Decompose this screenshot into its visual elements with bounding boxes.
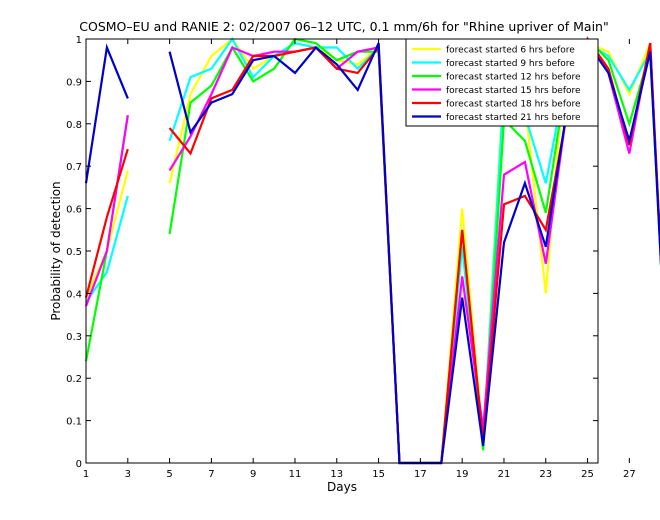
x-tick-label: 25	[581, 469, 594, 480]
legend-label: forecast started 21 hrs before	[446, 113, 581, 123]
x-tick-label: 21	[498, 469, 511, 480]
y-tick-label: 0.7	[66, 162, 82, 173]
x-tick-label: 23	[539, 469, 552, 480]
y-tick-label: 0.3	[66, 332, 82, 343]
y-tick-label: 0.6	[66, 205, 82, 216]
legend-box	[405, 38, 599, 127]
x-tick-label: 11	[289, 469, 302, 480]
legend-label: forecast started 15 hrs before	[446, 86, 581, 96]
y-tick-label: 1	[76, 35, 82, 46]
legend-label: forecast started 18 hrs before	[446, 100, 581, 110]
series-3-line-0	[84, 115, 129, 307]
y-tick-label: 0.8	[66, 120, 82, 131]
y-axis-label: Probability of detection	[49, 181, 63, 320]
series-0-line-0	[84, 170, 129, 299]
y-tick-label: 0.4	[66, 289, 82, 300]
legend: forecast started 6 hrs before forecast st…	[405, 38, 599, 127]
x-axis: 1 3 5 7 9 11 13 15 17 19 21 23 25 27	[83, 39, 636, 480]
y-tick-label: 0.9	[66, 77, 82, 88]
x-tick-label: 19	[456, 469, 469, 480]
x-tick-label: 15	[372, 469, 385, 480]
x-tick-label: 7	[208, 469, 214, 480]
y-tick-label: 0.5	[66, 247, 82, 258]
series-4-line-0	[84, 148, 129, 298]
legend-label: forecast started 9 hrs before	[446, 59, 575, 69]
x-tick-label: 17	[414, 469, 427, 480]
series-1-line-0	[85, 195, 129, 303]
x-axis-label: Days	[327, 480, 357, 494]
y-tick-label: 0.2	[66, 374, 82, 385]
legend-label: forecast started 12 hrs before	[446, 73, 581, 83]
x-tick-label: 5	[166, 469, 172, 480]
x-tick-label: 27	[623, 469, 636, 480]
x-tick-label: 1	[83, 469, 89, 480]
x-tick-label: 9	[250, 469, 256, 480]
x-tick-label: 13	[330, 469, 343, 480]
y-tick-label: 0.1	[66, 417, 82, 428]
x-tick-label: 3	[125, 469, 131, 480]
series-5-line-0	[84, 43, 129, 184]
legend-label: forecast started 6 hrs before	[446, 46, 575, 56]
chart-title: COSMO–EU and RANIE 2: 02/2007 06–12 UTC,…	[79, 19, 608, 34]
y-tick-label: 0	[76, 459, 82, 470]
